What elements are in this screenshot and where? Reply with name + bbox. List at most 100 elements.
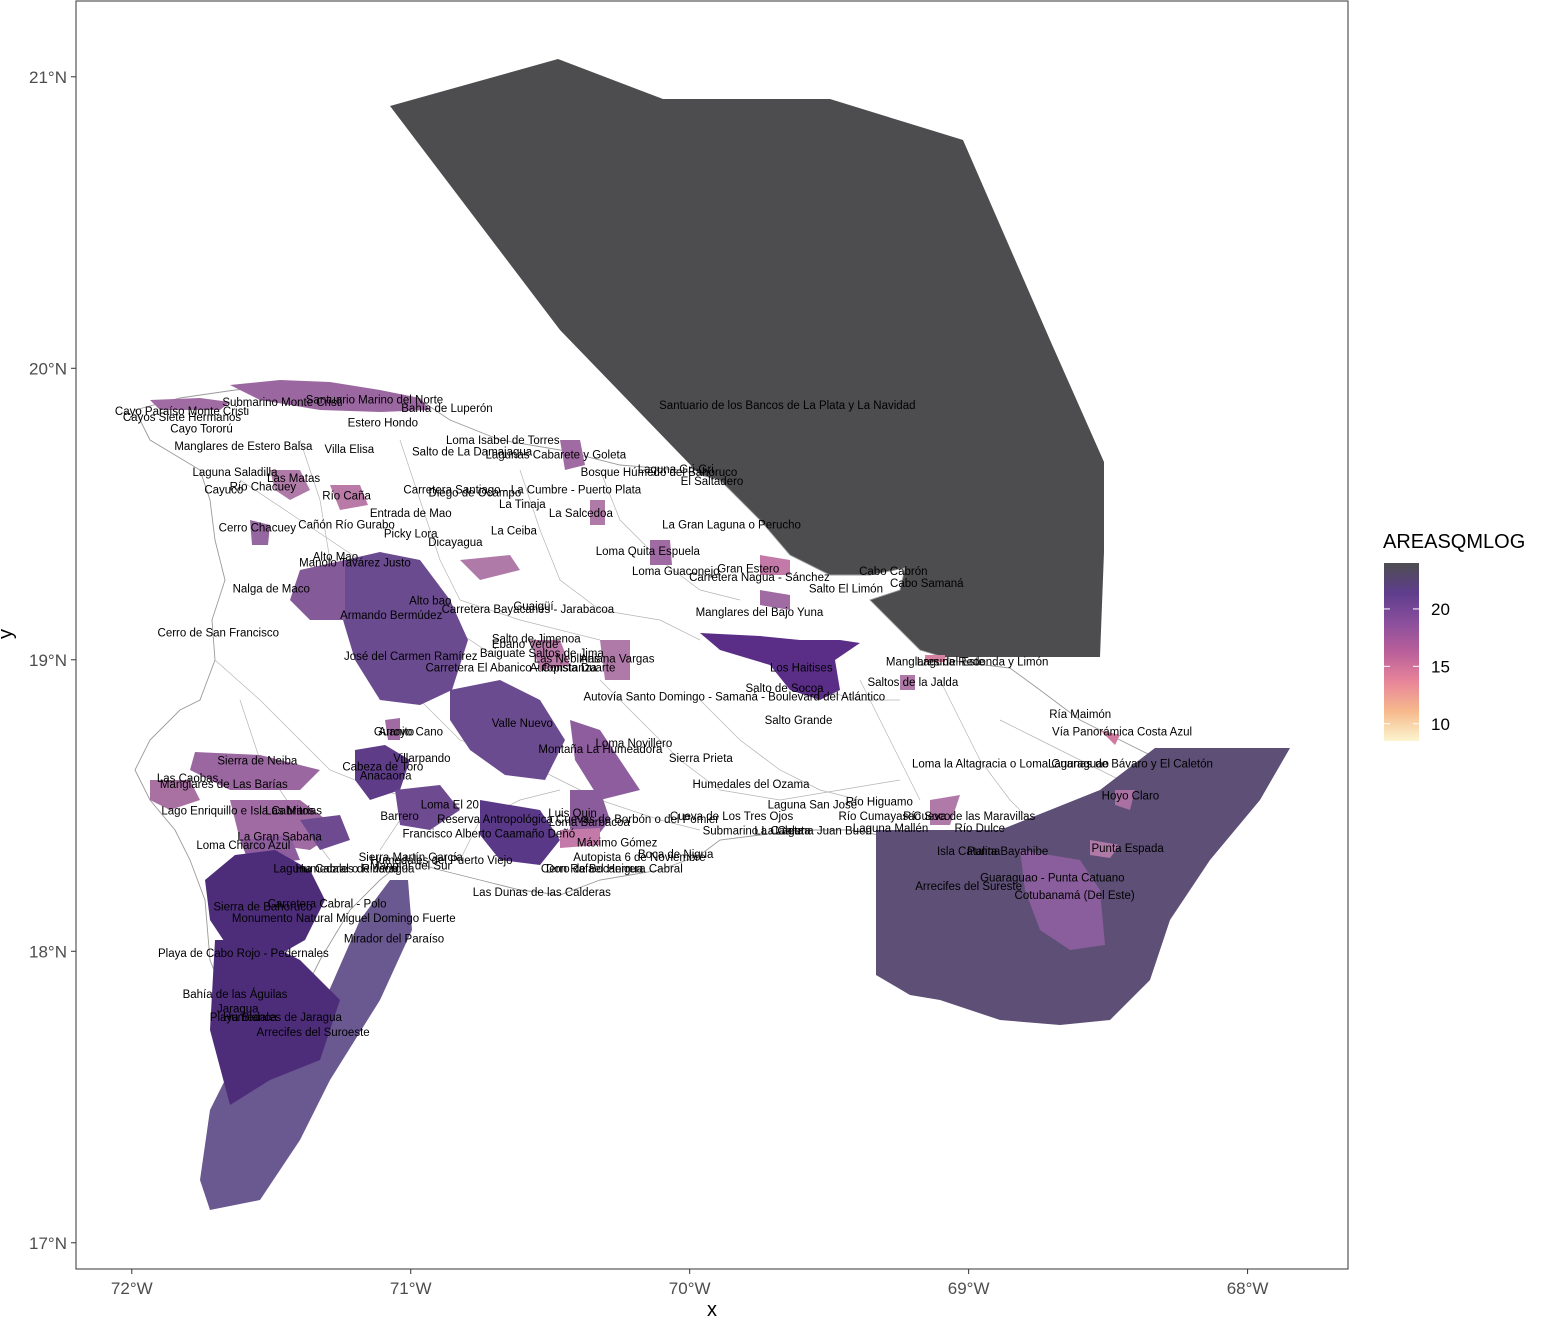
area-label: Las Matas [267, 473, 320, 485]
area-label: Gran Estero [717, 563, 779, 575]
area-label: Jaragua [217, 1003, 259, 1015]
area-label: Montaña La Humeadora [538, 744, 663, 756]
area-label: Loma El 20 [421, 799, 479, 811]
area-label: Luis Quin [548, 808, 597, 820]
area-label: Don Rafael Herrera Cabral [546, 864, 683, 876]
area-label: Manglares de Las Barías [160, 779, 288, 791]
area-polygon-santuario-bancos [390, 59, 1104, 657]
area-label: Valle Nuevo [492, 718, 553, 730]
legend-tick-label: 10 [1431, 715, 1450, 734]
area-label: Laguna Juan Buen [775, 826, 872, 838]
area-label: Vía Panorámica Costa Azul [1052, 727, 1192, 739]
area-label: Saltos de la Jalda [867, 677, 958, 689]
area-label: La Salcedoa [549, 508, 614, 520]
area-label: Picky Lora [384, 528, 438, 540]
area-label: Manglares del Bajo Yuna [696, 607, 824, 619]
y-axis-title: y [0, 629, 17, 639]
area-label: Cerro de Bocanigua [541, 864, 644, 876]
area-label: La Ceiba [491, 525, 538, 537]
legend-title: AREASQMLOG [1383, 531, 1525, 553]
area-label: Humedales de Jaragua [295, 864, 415, 876]
area-label: Salto de Jimenoa [492, 633, 581, 645]
area-label: Hoyo Claro [1102, 791, 1160, 803]
area-label: Ebano Verde [492, 639, 559, 651]
area-label: Arrecifes del Suroeste [257, 1027, 370, 1039]
area-label: Río Caña [322, 490, 371, 502]
area-label: Manolo Tavárez Justo [299, 557, 411, 569]
area-label: Playa de Cabo Rojo - Pedernales [158, 948, 329, 960]
area-label: Reserva Antropológica Cuevas de Borbón o… [437, 814, 719, 826]
area-label: Laguna Redonda y Limón [917, 657, 1049, 669]
area-label: Lagunas Cabarete y Goleta [485, 450, 626, 462]
area-label: Mirador del Paraíso [344, 934, 444, 946]
area-label: Cayos Siete Hermanos [123, 412, 241, 424]
area-label: Submarino La Caleta [703, 826, 812, 838]
legend-colorbar [1384, 563, 1419, 741]
area-label: Alto bao [409, 595, 451, 607]
area-label: La Caleta [754, 826, 804, 838]
area-label: Salto Grande [765, 715, 833, 727]
area-label: Sierra de Neiba [217, 756, 298, 768]
protected-areas [150, 380, 1290, 1210]
area-label: Carretera Bayacanes - Jarabacoa [442, 604, 615, 616]
area-label: Dicayagua [428, 537, 483, 549]
legend: AREASQMLOG 10 15 20 [1383, 531, 1525, 741]
area-label: Nalga de Maco [233, 584, 310, 596]
y-tick-label: 19°N [29, 651, 67, 670]
area-label: Salto de Socoa [746, 683, 825, 695]
area-label: Autopista 6 de Noviembre [573, 852, 705, 864]
area-label: Loma Charco Azul [196, 840, 290, 852]
area-label: Sierra Martín García [359, 852, 464, 864]
area-label: Las Caobas [157, 773, 219, 785]
area-label: Cabeza de Toro [342, 762, 423, 774]
area-label: Cerro Chacuey [219, 523, 297, 535]
area-label: Manglares del Este [886, 657, 984, 669]
area-label: Estero Hondo [348, 418, 418, 430]
y-tick-label: 17°N [29, 1234, 67, 1253]
area-label: Cabo Cabrón [859, 566, 927, 578]
legend-tick-label: 20 [1431, 600, 1450, 619]
map-panel: Santuario de los Bancos de La Plata y La… [75, 0, 1349, 1270]
area-label: Humedales del Puerto Viejo [370, 855, 512, 867]
area-label: Playa Blanca [210, 1012, 278, 1024]
area-label: Cueva de Los Tres Ojos [670, 811, 794, 823]
area-label: Entrada de Mao [370, 508, 452, 520]
area-label: Cañón Río Gurabo [298, 520, 395, 532]
area-label: Carretera Cabral - Polo [268, 899, 387, 911]
area-label: Carretera Nagua - Sánchez [689, 572, 830, 584]
area-label: Guanito [374, 727, 414, 739]
area-label: Las Marías [265, 805, 322, 817]
area-label: Baiguate Saltos de Jima [480, 648, 605, 660]
area-label: Loma Barbacoa [549, 817, 631, 829]
x-tick-label: 72°W [111, 1279, 153, 1298]
area-label: Punta Bayahibe [967, 846, 1048, 858]
area-label: Guaraguao - Punta Catuano [980, 872, 1125, 884]
area-label: Bahía de Luperón [401, 403, 492, 415]
area-label: La Tinaja [499, 499, 546, 511]
area-label: Salto de La Damajagua [412, 447, 533, 459]
area-label: Cayo Paraíso Monte Cristi [115, 406, 249, 418]
area-label: Laguna Saladilla [192, 467, 278, 479]
area-label: Cueva de las Maravillas [913, 811, 1035, 823]
area-label: Río Higuamo [846, 797, 913, 809]
area-label: Río Chacuey [230, 482, 297, 494]
area-label: Santuario de los Bancos de La Plata y La… [659, 400, 915, 412]
area-label: Sierra Prieta [669, 753, 734, 765]
axes: 72°W 71°W 70°W 69°W 68°W 17°N 18°N 19°N 20°N 21°… [0, 68, 1268, 1321]
area-label: José del Carmen Ramírez [344, 651, 478, 663]
area-label: Loma Isabel de Torres [446, 435, 560, 447]
area-label: Santuario Marino del Norte [306, 394, 443, 406]
area-label: Lagunas de Bávaro y El Caletón [1048, 759, 1213, 771]
area-label: Autopista Duarte [530, 662, 616, 674]
area-label: Carretera El Abanico - Constanza [426, 662, 598, 674]
area-label: Humedales del Ozama [693, 779, 811, 791]
area-label: Barrero [380, 811, 418, 823]
y-tick-label: 18°N [29, 942, 67, 961]
area-label: Arrecifes del Sureste [915, 881, 1022, 893]
area-label: Carretera Santiago - La Cumbre - Puerto … [403, 485, 641, 497]
area-label: Laguna San José [768, 799, 858, 811]
area-label: Villa Elisa [325, 444, 375, 456]
area-label: Loma Novillero [596, 738, 673, 750]
area-label: Las Dunas de las Calderas [473, 887, 611, 899]
